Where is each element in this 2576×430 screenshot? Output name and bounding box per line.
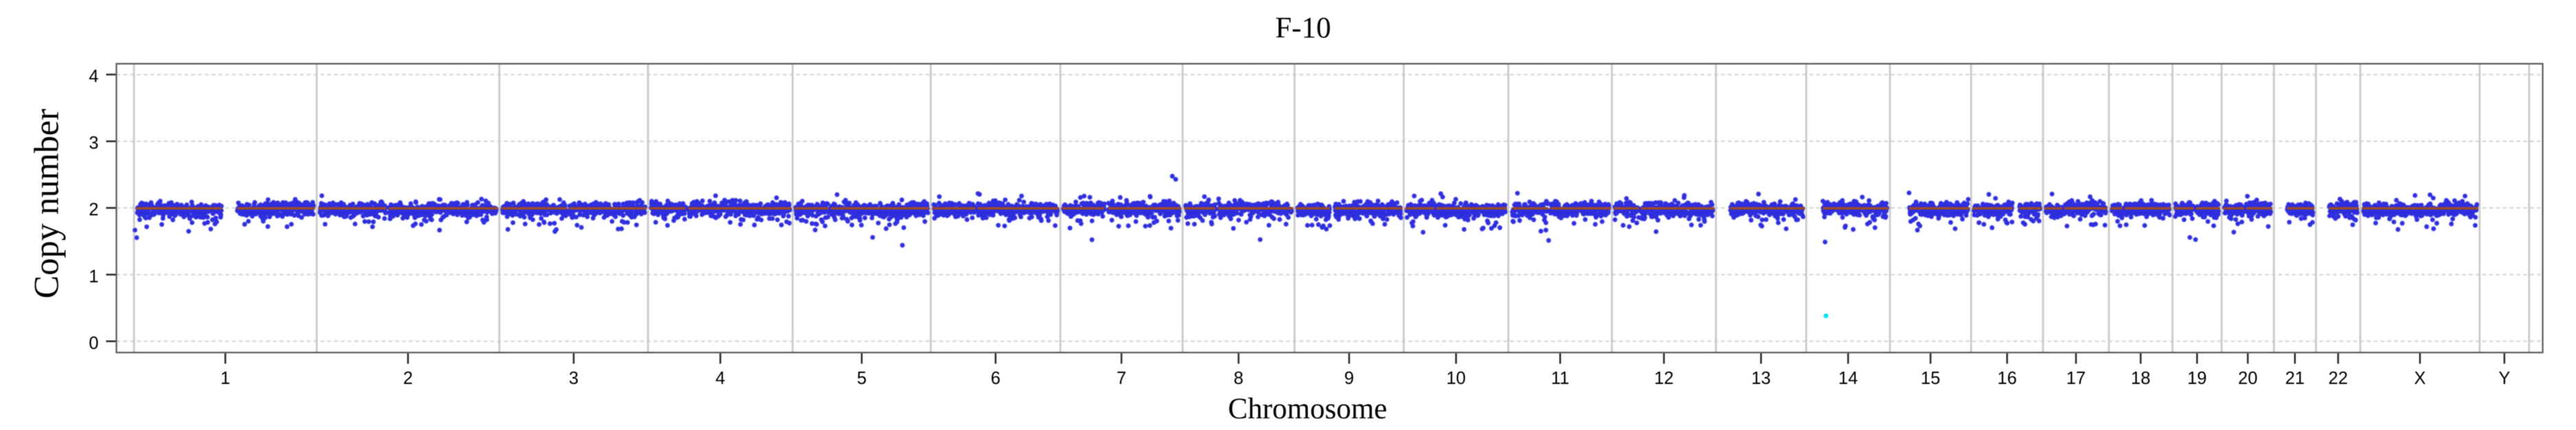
svg-text:1: 1 xyxy=(89,267,98,286)
svg-text:11: 11 xyxy=(1551,369,1569,388)
svg-text:4: 4 xyxy=(716,369,725,388)
svg-text:5: 5 xyxy=(857,369,867,388)
svg-text:Copy number: Copy number xyxy=(27,109,66,299)
svg-text:22: 22 xyxy=(2328,369,2347,388)
svg-text:1: 1 xyxy=(220,369,230,388)
svg-text:Y: Y xyxy=(2498,369,2510,388)
svg-text:15: 15 xyxy=(1921,369,1940,388)
svg-text:12: 12 xyxy=(1654,369,1674,388)
svg-text:3: 3 xyxy=(569,369,578,388)
svg-text:7: 7 xyxy=(1117,369,1126,388)
svg-text:14: 14 xyxy=(1838,369,1858,388)
svg-text:2: 2 xyxy=(89,201,98,220)
svg-text:Chromosome: Chromosome xyxy=(1228,393,1387,425)
svg-text:21: 21 xyxy=(2286,369,2305,388)
svg-text:F-10: F-10 xyxy=(1275,12,1331,45)
svg-text:10: 10 xyxy=(1446,369,1466,388)
svg-text:3: 3 xyxy=(89,134,98,153)
svg-text:4: 4 xyxy=(89,67,98,87)
svg-text:9: 9 xyxy=(1344,369,1354,388)
svg-text:20: 20 xyxy=(2238,369,2257,388)
svg-text:19: 19 xyxy=(2187,369,2207,388)
svg-text:8: 8 xyxy=(1233,369,1243,388)
svg-text:2: 2 xyxy=(403,369,413,388)
svg-text:17: 17 xyxy=(2066,369,2086,388)
svg-text:6: 6 xyxy=(991,369,1001,388)
svg-text:13: 13 xyxy=(1751,369,1770,388)
svg-text:16: 16 xyxy=(1997,369,2016,388)
svg-text:18: 18 xyxy=(2131,369,2150,388)
svg-text:X: X xyxy=(2414,369,2426,388)
svg-text:0: 0 xyxy=(89,334,98,353)
